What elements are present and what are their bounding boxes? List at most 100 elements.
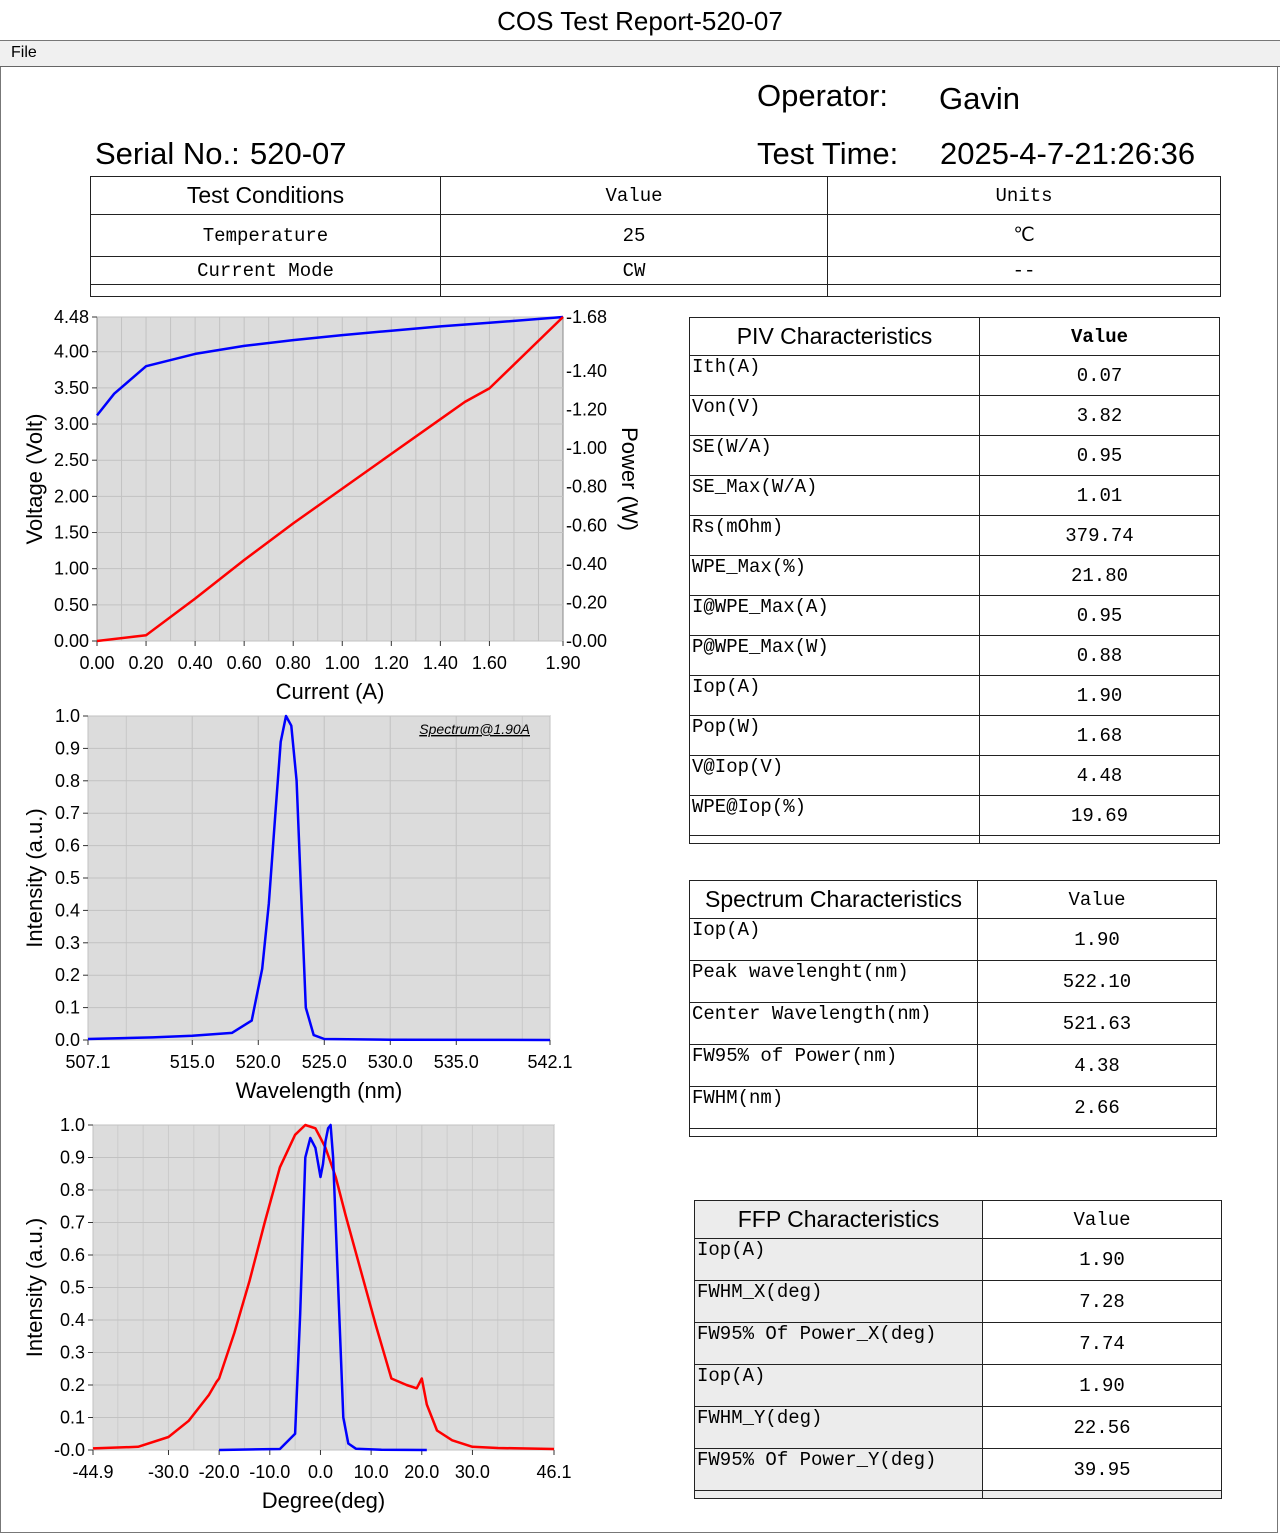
spectrum-param-value: 2.66 xyxy=(977,1086,1217,1129)
conditions-cell: 25 xyxy=(440,214,828,257)
piv-empty-cell xyxy=(979,835,1220,844)
ffp-param-value: 1.90 xyxy=(982,1238,1222,1281)
table-row: Iop(A) 1.90 xyxy=(689,675,1220,716)
piv-param-value: 1.01 xyxy=(979,475,1220,516)
conditions-cell: Current Mode xyxy=(90,256,441,285)
menu-bar: File xyxy=(0,41,1280,67)
window-title: COS Test Report-520-07 xyxy=(0,0,1280,41)
spectrum-empty-cell xyxy=(977,1128,1217,1137)
spectrum-param-label: FWHM(nm) xyxy=(689,1086,978,1129)
piv-param-value: 3.82 xyxy=(979,395,1220,436)
piv-param-label: WPE@Iop(%) xyxy=(689,795,980,836)
table-row: Iop(A) 1.90 xyxy=(694,1238,1222,1281)
ffp-param-label: FWHM_Y(deg) xyxy=(694,1406,983,1449)
table-row: FWHM_X(deg) 7.28 xyxy=(694,1280,1222,1323)
piv-header-row: PIV Characteristics Value xyxy=(689,317,1220,356)
piv-param-value: 0.88 xyxy=(979,635,1220,676)
piv-param-label: Pop(W) xyxy=(689,715,980,756)
spectrum-header-name: Spectrum Characteristics xyxy=(689,880,978,919)
piv-param-label: Rs(mOhm) xyxy=(689,515,980,556)
conditions-header-value: Value xyxy=(440,176,828,215)
ffp-body: FFP Characteristics Value Iop(A) 1.90 FWHM… xyxy=(694,1200,1222,1499)
spectrum-param-label: Iop(A) xyxy=(689,918,978,961)
spectrum-param-label: Peak wavelenght(nm) xyxy=(689,960,978,1003)
ffp-param-value: 39.95 xyxy=(982,1448,1222,1491)
conditions-cell: ℃ xyxy=(827,214,1221,257)
table-row: Ith(A) 0.07 xyxy=(689,355,1220,396)
table-row: Temperature 25 ℃ xyxy=(90,214,1221,257)
piv-param-value: 0.07 xyxy=(979,355,1220,396)
conditions-header-name: Test Conditions xyxy=(90,176,441,215)
piv-param-value: 21.80 xyxy=(979,555,1220,596)
piv-param-value: 1.90 xyxy=(979,675,1220,716)
table-row: I@WPE_Max(A) 0.95 xyxy=(689,595,1220,636)
piv-param-value: 379.74 xyxy=(979,515,1220,556)
conditions-header-units: Units xyxy=(827,176,1221,215)
table-row: FW95% of Power(nm) 4.38 xyxy=(689,1044,1217,1087)
table-row: Center Wavelength(nm) 521.63 xyxy=(689,1002,1217,1045)
piv-param-label: Ith(A) xyxy=(689,355,980,396)
piv-param-value: 4.48 xyxy=(979,755,1220,796)
table-row: Current Mode CW -- xyxy=(90,256,1221,285)
report-frame xyxy=(0,67,1278,1533)
table-row xyxy=(694,1490,1222,1499)
table-row: SE_Max(W/A) 1.01 xyxy=(689,475,1220,516)
conditions-empty-cell xyxy=(827,284,1221,297)
piv-header-name: PIV Characteristics xyxy=(689,317,980,356)
table-row: P@WPE_Max(W) 0.88 xyxy=(689,635,1220,676)
piv-param-label: SE_Max(W/A) xyxy=(689,475,980,516)
piv-header-value: Value xyxy=(979,317,1220,356)
ffp-param-label: FWHM_X(deg) xyxy=(694,1280,983,1323)
piv-body: PIV Characteristics Value Ith(A) 0.07 Von(… xyxy=(689,317,1220,844)
operator-label: Operator: xyxy=(757,78,888,113)
ffp-param-value: 7.74 xyxy=(982,1322,1222,1365)
table-row xyxy=(90,284,1221,297)
table-row: Iop(A) 1.90 xyxy=(689,918,1217,961)
conditions-header-row: Test Conditions Value Units xyxy=(90,176,1221,215)
spectrum-param-value: 1.90 xyxy=(977,918,1217,961)
ffp-header-value: Value xyxy=(982,1200,1222,1239)
table-row: FWHM_Y(deg) 22.56 xyxy=(694,1406,1222,1449)
ffp-param-label: Iop(A) xyxy=(694,1238,983,1281)
table-row: SE(W/A) 0.95 xyxy=(689,435,1220,476)
operator-value: Gavin xyxy=(939,81,1020,116)
ffp-empty-cell xyxy=(694,1490,983,1499)
spectrum-body: Spectrum Characteristics Value Iop(A) 1.9… xyxy=(689,880,1217,1137)
menu-file[interactable]: File xyxy=(11,44,37,61)
ffp-header-row: FFP Characteristics Value xyxy=(694,1200,1222,1239)
spectrum-header-value: Value xyxy=(977,880,1217,919)
ffp-empty-cell xyxy=(982,1490,1222,1499)
table-row: FWHM(nm) 2.66 xyxy=(689,1086,1217,1129)
piv-param-label: Von(V) xyxy=(689,395,980,436)
conditions-cell: CW xyxy=(440,256,828,285)
piv-param-label: P@WPE_Max(W) xyxy=(689,635,980,676)
spectrum-param-label: Center Wavelength(nm) xyxy=(689,1002,978,1045)
piv-param-value: 19.69 xyxy=(979,795,1220,836)
table-row: Peak wavelenght(nm) 522.10 xyxy=(689,960,1217,1003)
piv-param-label: WPE_Max(%) xyxy=(689,555,980,596)
table-row: WPE_Max(%) 21.80 xyxy=(689,555,1220,596)
piv-param-value: 0.95 xyxy=(979,435,1220,476)
piv-table: PIV Characteristics Value Ith(A) 0.07 Von(… xyxy=(689,317,1220,844)
table-row: FW95% Of Power_X(deg) 7.74 xyxy=(694,1322,1222,1365)
table-row: WPE@Iop(%) 19.69 xyxy=(689,795,1220,836)
table-row: V@Iop(V) 4.48 xyxy=(689,755,1220,796)
conditions-empty-cell xyxy=(90,284,441,297)
ffp-param-label: FW95% Of Power_Y(deg) xyxy=(694,1448,983,1491)
piv-param-label: V@Iop(V) xyxy=(689,755,980,796)
piv-param-label: I@WPE_Max(A) xyxy=(689,595,980,636)
ffp-param-label: Iop(A) xyxy=(694,1364,983,1407)
conditions-cell: Temperature xyxy=(90,214,441,257)
ffp-param-value: 22.56 xyxy=(982,1406,1222,1449)
table-row: Rs(mOhm) 379.74 xyxy=(689,515,1220,556)
piv-param-label: Iop(A) xyxy=(689,675,980,716)
piv-param-label: SE(W/A) xyxy=(689,435,980,476)
test-time-value: 2025-4-7-21:26:36 xyxy=(940,136,1196,171)
table-row: Pop(W) 1.68 xyxy=(689,715,1220,756)
serial-label: Serial No.: xyxy=(95,136,240,171)
table-row xyxy=(689,835,1220,844)
table-row: Iop(A) 1.90 xyxy=(694,1364,1222,1407)
ffp-param-label: FW95% Of Power_X(deg) xyxy=(694,1322,983,1365)
spectrum-param-label: FW95% of Power(nm) xyxy=(689,1044,978,1087)
serial-value: 520-07 xyxy=(250,136,347,171)
